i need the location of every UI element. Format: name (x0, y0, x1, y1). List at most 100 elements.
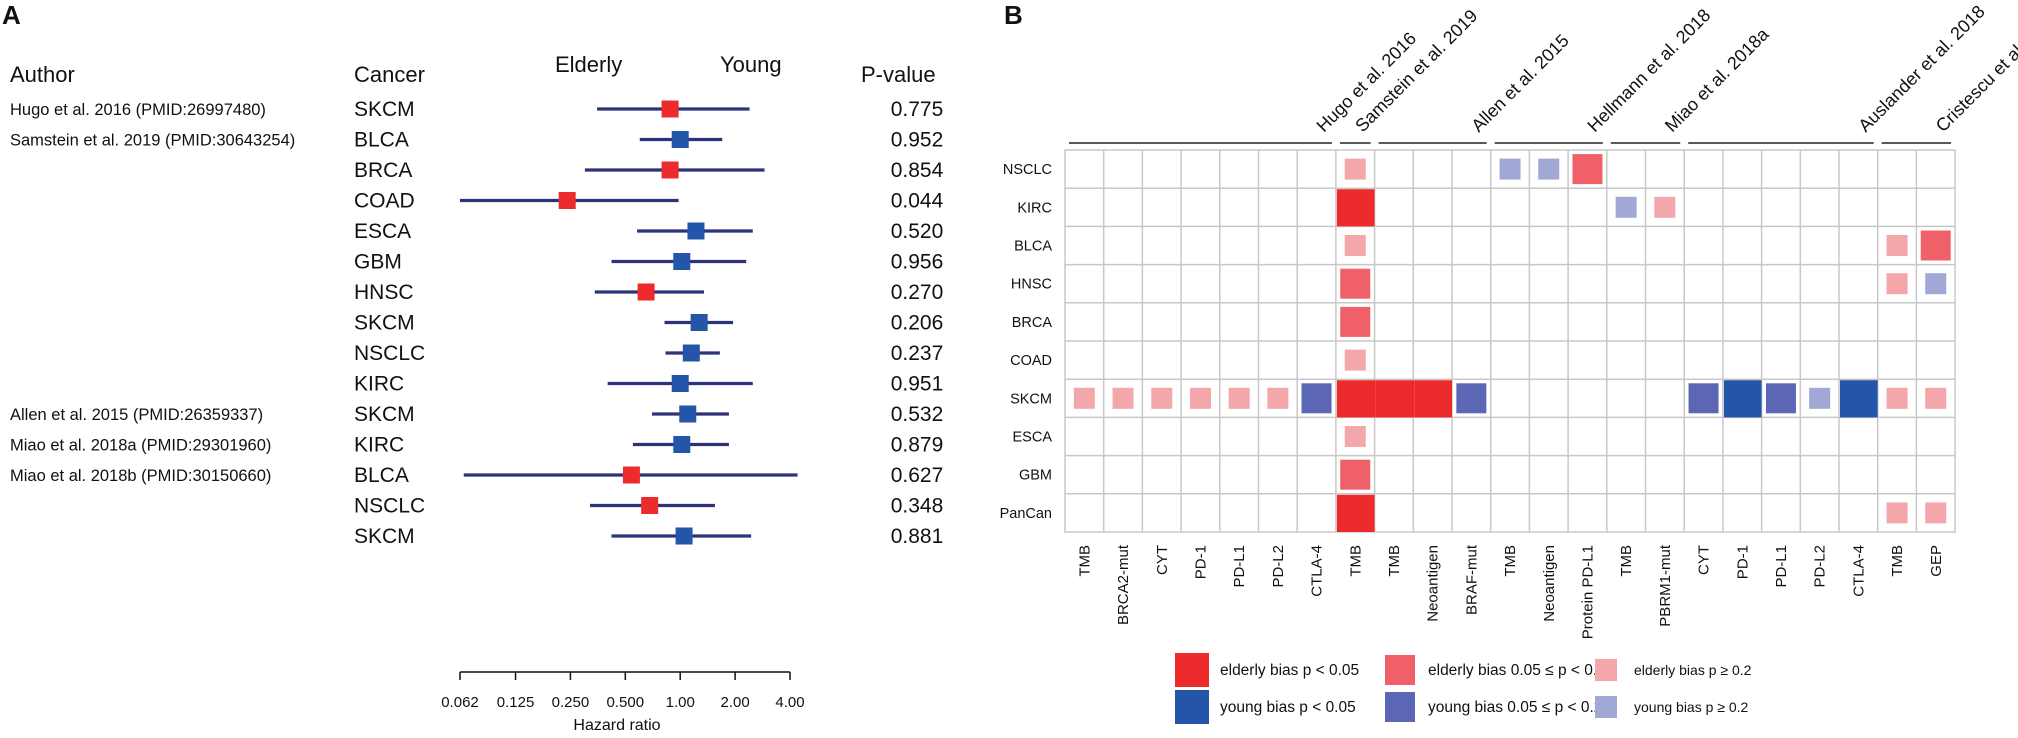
column-label: PD-L1 (1231, 545, 1248, 588)
hr-marker (641, 497, 659, 514)
legend-swatch (1385, 692, 1415, 722)
tick-label: 0.500 (607, 694, 645, 711)
legend-label: young bias p ≥ 0.2 (1634, 699, 1749, 715)
study-author: Allen et al. 2015 (PMID:26359337) (10, 406, 263, 424)
cancer-label: HNSC (354, 281, 414, 304)
tick-label: 0.250 (552, 694, 590, 711)
p-value: 0.627 (891, 464, 944, 487)
heatmap-cell (1344, 158, 1366, 180)
row-label: BRCA (1012, 315, 1053, 331)
panel-a-letter: A (2, 0, 21, 30)
heatmap-grid (1064, 149, 1956, 533)
heatmap-cell (1809, 387, 1831, 409)
column-label: CYT (1154, 545, 1171, 575)
heatmap-cell (1615, 196, 1637, 218)
heatmap-cell (1336, 380, 1376, 418)
legend-swatch (1385, 655, 1415, 685)
hr-marker (661, 100, 679, 118)
heatmap-column-labels: TMB BRCA2-mut CYT PD-1 PD-L1 PD-L2 CTLA-4 TMB TM… (1076, 544, 1944, 639)
legend-label: elderly bias p < 0.05 (1220, 662, 1359, 679)
column-label: BRAF-mut (1463, 544, 1480, 615)
row-label: HNSC (1011, 277, 1052, 293)
study-author: Miao et al. 2018a (PMID:29301960) (10, 437, 271, 455)
p-value: 0.348 (891, 495, 944, 518)
heatmap-cell (1538, 158, 1560, 180)
cancer-label: GBM (354, 251, 402, 274)
legend-swatch (1175, 653, 1209, 687)
forest-row: SKCM 0.881 (354, 525, 943, 548)
heatmap-cell (1228, 387, 1250, 409)
cancer-label: SKCM (354, 98, 415, 121)
forest-row: KIRC 0.951 (354, 373, 943, 396)
heatmap-cell (1414, 380, 1452, 418)
heatmap-cell (1340, 459, 1371, 490)
hr-marker (675, 527, 693, 545)
cancer-label: ESCA (354, 220, 411, 243)
hr-marker (661, 161, 679, 179)
p-value: 0.532 (891, 403, 944, 426)
heatmap-cell (1073, 387, 1095, 409)
cancer-label: BRCA (354, 159, 412, 182)
x-axis-label: Hazard ratio (573, 717, 660, 734)
tick-label: 0.062 (441, 694, 479, 711)
column-label: PD-1 (1192, 545, 1209, 579)
row-label: COAD (1010, 353, 1052, 369)
heatmap-cell (1886, 235, 1908, 256)
heatmap-cell (1765, 383, 1796, 414)
heatmap-cell (1886, 387, 1908, 409)
forest-row: Samstein et al. 2019 (PMID:30643254) BLCA… (10, 129, 943, 152)
row-label: KIRC (1017, 200, 1052, 216)
hr-marker (671, 131, 689, 148)
cancer-label: KIRC (354, 373, 404, 396)
legend-label: young bias p < 0.05 (1220, 699, 1356, 716)
row-label: ESCA (1013, 430, 1053, 446)
p-value: 0.881 (891, 525, 944, 548)
hr-marker (673, 253, 691, 270)
forest-row: Allen et al. 2015 (PMID:26359337) SKCM 0.5… (10, 403, 943, 426)
hr-marker (673, 436, 691, 453)
study-author: Miao et al. 2018b (PMID:30150660) (10, 467, 271, 485)
hr-marker (682, 344, 700, 362)
heatmap-cell (1723, 380, 1762, 418)
p-value: 0.206 (891, 312, 944, 335)
heatmap-cell (1456, 383, 1487, 414)
heatmap-cell (1840, 380, 1878, 418)
p-value: 0.854 (891, 159, 944, 182)
heatmap-cell (1925, 387, 1947, 409)
legend-swatch (1175, 690, 1209, 724)
tick-label: 0.125 (497, 694, 535, 711)
column-label: Protein PD-L1 (1579, 545, 1596, 639)
row-label: PanCan (1000, 506, 1052, 522)
column-label: PD-1 (1734, 545, 1751, 579)
cancer-label: COAD (354, 190, 415, 213)
column-label: Neoantigen (1541, 545, 1558, 622)
hr-marker (637, 283, 655, 301)
heatmap-cell (1340, 306, 1371, 337)
column-label: TMB (1386, 545, 1403, 577)
tick-label: 4.00 (775, 694, 804, 711)
hr-marker (671, 375, 689, 392)
heatmap-cell (1925, 502, 1947, 524)
p-value: 0.952 (891, 129, 944, 152)
heatmap-cell (1499, 158, 1521, 180)
p-value: 0.520 (891, 220, 944, 243)
forest-row: HNSC 0.270 (354, 281, 943, 304)
legend-label: elderly bias 0.05 ≤ p < 0.2 (1428, 662, 1606, 679)
heatmap-cell (1886, 502, 1908, 524)
column-label: CTLA-4 (1850, 545, 1867, 597)
p-value: 0.951 (891, 373, 944, 396)
heatmap-cell (1886, 273, 1908, 295)
forest-row: ESCA 0.520 (354, 220, 943, 243)
hr-marker (679, 405, 697, 423)
elderly-header: Elderly (555, 52, 622, 77)
legend-swatch (1595, 696, 1617, 718)
forest-row: Hugo et al. 2016 (PMID:26997480) SKCM 0.77… (10, 98, 943, 121)
p-value: 0.879 (891, 434, 944, 457)
cancer-header: Cancer (354, 62, 425, 87)
legend-label: elderly bias p ≥ 0.2 (1634, 662, 1752, 678)
young-header: Young (720, 52, 782, 77)
author-header: Author (10, 62, 75, 87)
column-label: PD-L2 (1812, 545, 1829, 588)
p-value: 0.237 (891, 342, 944, 365)
